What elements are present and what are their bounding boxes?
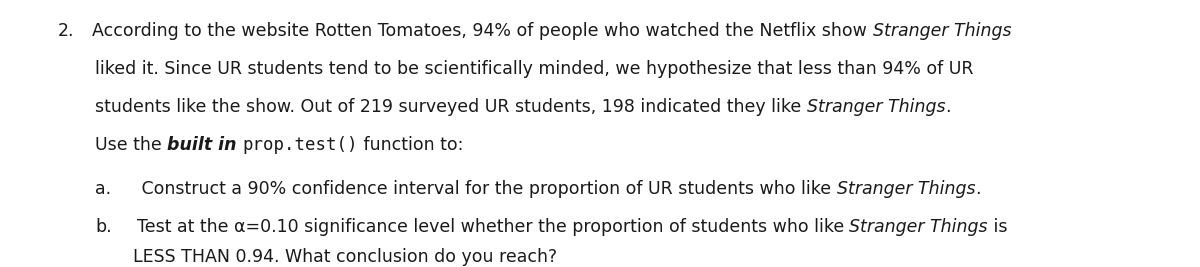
Text: built in: built in <box>167 136 236 154</box>
Text: is: is <box>988 218 1007 236</box>
Text: Use the: Use the <box>95 136 167 154</box>
Text: Stranger Things: Stranger Things <box>836 180 976 198</box>
Text: Test at the α=0.10 significance level whether the proportion of students who lik: Test at the α=0.10 significance level wh… <box>126 218 850 236</box>
Text: Stranger Things: Stranger Things <box>872 22 1012 40</box>
Text: 2.: 2. <box>58 22 74 40</box>
Text: students like the show. Out of 219 surveyed UR students, 198 indicated they like: students like the show. Out of 219 surve… <box>95 98 806 116</box>
Text: a.: a. <box>95 180 112 198</box>
Text: function to:: function to: <box>358 136 463 154</box>
Text: According to the website Rotten Tomatoes, 94% of people who watched the Netflix : According to the website Rotten Tomatoes… <box>92 22 872 40</box>
Text: prop.test(): prop.test() <box>242 136 358 154</box>
Text: Stranger Things: Stranger Things <box>850 218 988 236</box>
Text: LESS THAN 0.94. What conclusion do you reach?: LESS THAN 0.94. What conclusion do you r… <box>133 248 557 266</box>
Text: .: . <box>946 98 950 116</box>
Text: .: . <box>976 180 980 198</box>
Text: Stranger Things: Stranger Things <box>806 98 946 116</box>
Text: Construct a 90% confidence interval for the proportion of UR students who like: Construct a 90% confidence interval for … <box>125 180 836 198</box>
Text: liked it. Since UR students tend to be scientifically minded, we hypothesize tha: liked it. Since UR students tend to be s… <box>95 60 973 78</box>
Text: b.: b. <box>95 218 112 236</box>
